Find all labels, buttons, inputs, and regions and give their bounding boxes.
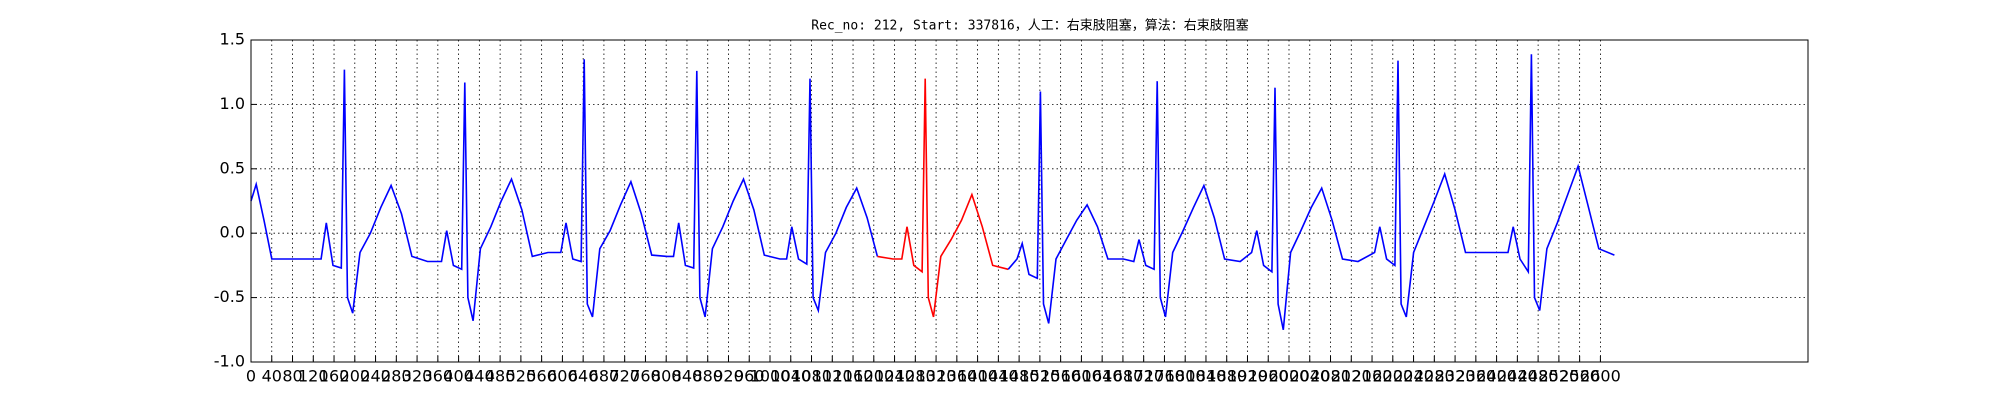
x-tick-label: 2320	[1435, 367, 1476, 386]
ecg-line	[250, 59, 879, 321]
x-tick-label: 2440	[1497, 367, 1538, 386]
x-tick-label: 560	[526, 367, 557, 386]
x-tick-label: 320	[402, 367, 433, 386]
plot-frame	[250, 39, 1809, 363]
x-tick-label: 160	[319, 367, 350, 386]
x-tick-label: 640	[568, 367, 599, 386]
y-tick-label: -0.5	[214, 287, 245, 306]
x-tick-label: 1120	[812, 367, 853, 386]
x-tick-label: 1320	[916, 367, 957, 386]
x-tick-label: 880	[692, 367, 723, 386]
x-tick-label: 1840	[1186, 367, 1227, 386]
x-tick-label: 1880	[1206, 367, 1247, 386]
x-tick-label: 2200	[1372, 367, 1413, 386]
x-tick-label: 2520	[1539, 367, 1580, 386]
x-tick-label: 1000	[750, 367, 791, 386]
ecg-line	[1007, 54, 1615, 330]
x-tick-label: 1440	[978, 367, 1019, 386]
x-tick-label: 120	[298, 367, 329, 386]
x-tick-label: 2000	[1269, 367, 1310, 386]
y-tick-label: 0.5	[220, 158, 245, 177]
x-tick-label: 1920	[1227, 367, 1268, 386]
x-tick-label: 0	[246, 367, 256, 386]
x-tick-label: 520	[506, 367, 537, 386]
x-tick-label: 440	[464, 367, 495, 386]
x-tick-label: 2480	[1518, 367, 1559, 386]
x-tick-label: 1040	[770, 367, 811, 386]
x-tick-label: 1680	[1103, 367, 1144, 386]
x-tick-label: 1280	[895, 367, 936, 386]
x-tick-label: 1400	[957, 367, 998, 386]
y-tick-label: 1.0	[220, 94, 245, 113]
x-tick-label: 2120	[1331, 367, 1372, 386]
x-tick-label: 2360	[1455, 367, 1496, 386]
chart-title: Rec_no: 212, Start: 337816，人工：右束肢阻塞，算法：右…	[811, 18, 1249, 34]
x-tick-label: 720	[609, 367, 640, 386]
x-tick-label: 1960	[1248, 367, 1289, 386]
x-tick-label: 1160	[833, 367, 874, 386]
x-tick-label: 960	[734, 367, 765, 386]
x-tick-label: 80	[282, 367, 302, 386]
x-tick-label: 2240	[1393, 367, 1434, 386]
x-tick-label: 360	[423, 367, 454, 386]
x-tick-label: 2560	[1559, 367, 1600, 386]
x-tick-label: 800	[651, 367, 682, 386]
x-tick-label: 2160	[1352, 367, 1393, 386]
x-tick-label: 1200	[853, 367, 894, 386]
x-tick-label: 2400	[1476, 367, 1517, 386]
x-tick-label: 200	[340, 367, 371, 386]
x-tick-label: 40	[262, 367, 282, 386]
x-tick-label: 1360	[936, 367, 977, 386]
x-tick-label: 1600	[1061, 367, 1102, 386]
y-tick-label: 1.5	[220, 30, 245, 49]
x-tick-label: 680	[589, 367, 620, 386]
x-tick-label: 920	[713, 367, 744, 386]
x-tick-label: 600	[547, 367, 578, 386]
x-tick-label: 2600	[1580, 367, 1621, 386]
x-tick-label: 1080	[791, 367, 832, 386]
ecg-line	[877, 78, 1009, 318]
y-tick-label: 0.0	[220, 223, 245, 242]
x-tick-label: 1640	[1082, 367, 1123, 386]
x-tick-label: 840	[672, 367, 703, 386]
x-tick-label: 400	[443, 367, 474, 386]
x-tick-label: 2040	[1289, 367, 1330, 386]
x-tick-label: 480	[485, 367, 516, 386]
x-tick-label: 240	[360, 367, 391, 386]
x-tick-label: 760	[630, 367, 661, 386]
x-tick-label: 1720	[1123, 367, 1164, 386]
x-tick-label: 280	[381, 367, 412, 386]
x-tick-label: 1480	[999, 367, 1040, 386]
x-tick-label: 2280	[1414, 367, 1455, 386]
y-tick-label: -1.0	[214, 352, 245, 371]
x-tick-label: 1800	[1165, 367, 1206, 386]
x-tick-label: 1240	[874, 367, 915, 386]
x-tick-label: 2080	[1310, 367, 1351, 386]
x-tick-label: 1560	[1040, 367, 1081, 386]
x-tick-label: 1520	[1020, 367, 1061, 386]
x-tick-label: 1760	[1144, 367, 1185, 386]
